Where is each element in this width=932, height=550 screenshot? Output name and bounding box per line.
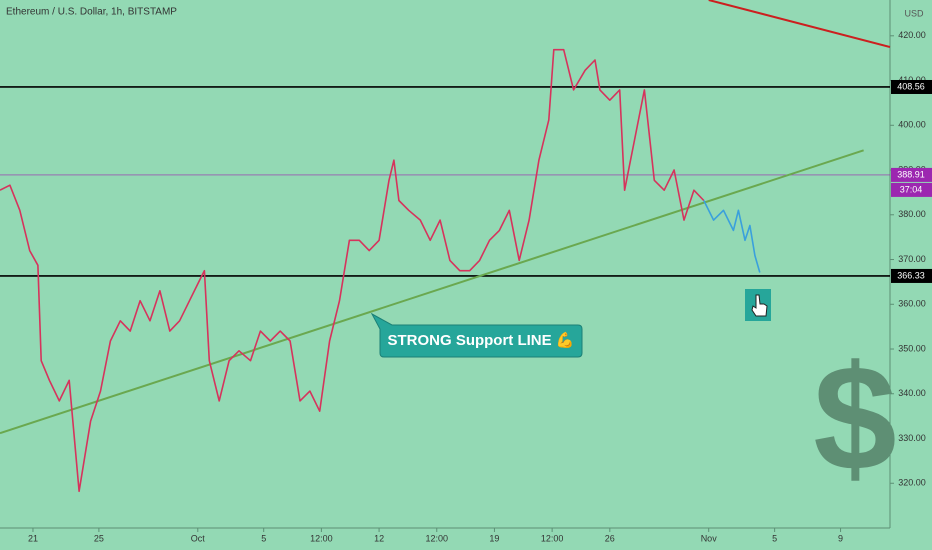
price-label-box: [891, 79, 932, 94]
price-label: 388.91: [897, 169, 925, 179]
y-tick-label: 410.00: [898, 75, 926, 85]
price-line: [703, 200, 761, 273]
x-tick-label: 19: [489, 533, 499, 543]
annotation-text: STRONG Support LINE 💪: [387, 331, 574, 349]
y-tick-label: 400.00: [898, 120, 926, 130]
price-label: 366.33: [897, 270, 925, 280]
y-tick-label: 360.00: [898, 299, 926, 309]
annotation-box: [370, 312, 583, 358]
countdown: 37:04: [900, 184, 923, 194]
y-tick-label: 320.00: [898, 478, 926, 488]
price-line: [0, 48, 705, 493]
x-tick-label: 5: [772, 533, 777, 543]
x-tick-label: Nov: [701, 533, 718, 543]
countdown-box: [891, 182, 932, 197]
x-tick-label: Oct: [191, 533, 206, 543]
x-tick-label: 12:00: [541, 533, 564, 543]
x-tick-label: 25: [94, 533, 104, 543]
price-label-box: [891, 167, 932, 182]
x-tick-label: 12:00: [425, 533, 448, 543]
x-tick-label: 12: [374, 533, 384, 543]
x-tick-label: 9: [838, 533, 843, 543]
y-tick-label: 350.00: [898, 343, 926, 353]
x-tick-label: 12:00: [310, 533, 333, 543]
dollar-icon: $: [813, 334, 896, 502]
x-tick-label: 5: [261, 533, 266, 543]
y-tick-label: 380.00: [898, 209, 926, 219]
hand-shape: [751, 294, 768, 317]
trend-line: [708, 0, 891, 48]
hand-icon: [745, 289, 771, 321]
y-tick-label: 370.00: [898, 254, 926, 264]
y-tick-label: 340.00: [898, 388, 926, 398]
trend-line: [0, 149, 864, 435]
y-tick-label: 330.00: [898, 433, 926, 443]
x-tick-label: 26: [605, 533, 615, 543]
price-label-box: [891, 268, 932, 283]
price-label: 408.56: [897, 81, 925, 91]
annotation: STRONG Support LINE 💪: [370, 312, 583, 358]
x-tick-label: 21: [28, 533, 38, 543]
y-tick-label: 420.00: [898, 30, 926, 40]
currency: USD: [904, 8, 924, 18]
chart-title: Ethereum / U.S. Dollar, 1h, BITSTAMP: [6, 7, 177, 18]
